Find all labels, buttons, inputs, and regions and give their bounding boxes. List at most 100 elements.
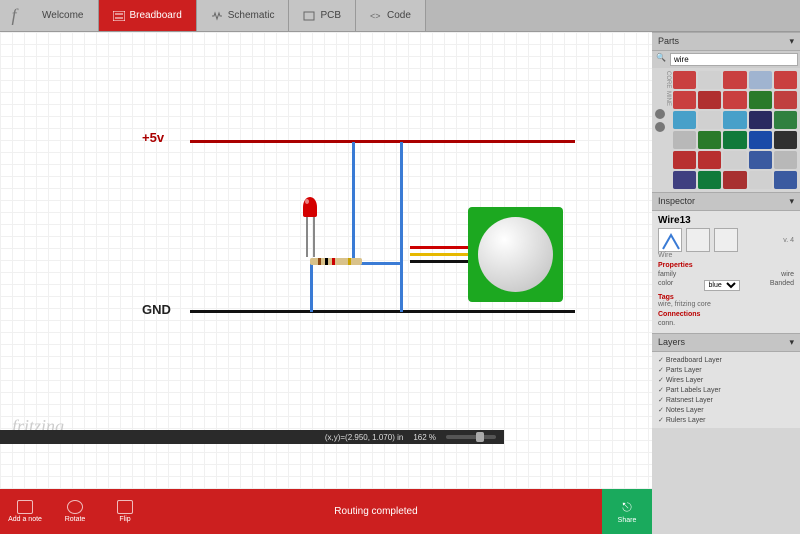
layer-item[interactable]: Notes Layer	[658, 405, 794, 415]
rotate-icon	[67, 500, 83, 514]
part-thumb[interactable]	[774, 171, 797, 189]
rail-label-5v: +5v	[142, 130, 164, 145]
breadboard-icon	[113, 11, 125, 21]
layer-item[interactable]: Rulers Layer	[658, 415, 794, 425]
pir-sensor[interactable]	[468, 207, 563, 302]
part-thumb[interactable]	[673, 151, 696, 169]
layer-item[interactable]: Parts Layer	[658, 365, 794, 375]
app-logo-icon: f	[0, 0, 28, 31]
rail-label-gnd: GND	[142, 302, 171, 317]
tab-schematic[interactable]: Schematic	[197, 0, 290, 31]
part-thumb[interactable]	[749, 91, 772, 109]
bottom-toolbar: Add a note Rotate Flip Routing completed…	[0, 489, 652, 534]
part-thumb[interactable]	[749, 71, 772, 89]
main-canvas-area: +5v GND fritzing (x,y)=(2.950, 1.070) in…	[0, 32, 652, 489]
tab-breadboard[interactable]: Breadboard	[99, 0, 197, 31]
add-note-button[interactable]: Add a note	[0, 489, 50, 534]
schematic-icon	[211, 11, 223, 21]
parts-panel-header[interactable]: Parts▾	[652, 32, 800, 51]
pir-wire-red[interactable]	[410, 246, 468, 249]
parts-search-input[interactable]	[670, 53, 798, 66]
inspector-part-name: Wire13	[658, 215, 794, 226]
part-thumb[interactable]	[698, 131, 721, 149]
tab-pcb[interactable]: PCB	[289, 0, 356, 31]
layers-panel: Breadboard LayerParts LayerWires LayerPa…	[652, 352, 800, 428]
part-thumb[interactable]	[698, 111, 721, 129]
led-leg-1	[306, 217, 308, 257]
layer-item[interactable]: Part Labels Layer	[658, 385, 794, 395]
part-thumb[interactable]	[673, 71, 696, 89]
part-thumb[interactable]	[723, 131, 746, 149]
inspector-preview-3	[714, 228, 738, 252]
part-thumb[interactable]	[774, 111, 797, 129]
part-thumb[interactable]	[673, 111, 696, 129]
part-thumb[interactable]	[749, 111, 772, 129]
part-thumb[interactable]	[698, 91, 721, 109]
part-thumb[interactable]	[673, 131, 696, 149]
share-button[interactable]: ⎋Share	[602, 489, 652, 534]
part-thumb[interactable]	[749, 131, 772, 149]
part-thumb[interactable]	[774, 131, 797, 149]
inspector-preview-2	[686, 228, 710, 252]
coords-readout: (x,y)=(2.950, 1.070) in	[325, 433, 403, 442]
led-component[interactable]	[303, 197, 317, 217]
panel-menu-icon[interactable]: ▾	[789, 196, 794, 207]
part-thumb[interactable]	[698, 151, 721, 169]
part-thumb[interactable]	[673, 91, 696, 109]
pcb-icon	[303, 11, 315, 21]
note-icon	[17, 500, 33, 514]
part-thumb[interactable]	[723, 91, 746, 109]
inspector-preview-icon	[658, 228, 682, 252]
status-bar: (x,y)=(2.950, 1.070) in 162 %	[0, 430, 504, 444]
layers-panel-header[interactable]: Layers▾	[652, 333, 800, 352]
wire-vertical-1[interactable]	[352, 142, 355, 264]
flip-icon	[117, 500, 133, 514]
panel-menu-icon[interactable]: ▾	[789, 337, 794, 348]
parts-items	[673, 71, 797, 189]
color-select[interactable]: blue	[704, 280, 740, 291]
pir-dome-icon	[478, 217, 553, 292]
tab-code[interactable]: <> Code	[356, 0, 426, 31]
search-icon: 🔍	[654, 53, 668, 66]
top-tabbar: f Welcome Breadboard Schematic PCB <> Co…	[0, 0, 800, 32]
part-thumb[interactable]	[698, 171, 721, 189]
part-thumb[interactable]	[749, 171, 772, 189]
layer-item[interactable]: Ratsnest Layer	[658, 395, 794, 405]
pir-wire-yellow[interactable]	[410, 253, 468, 256]
parts-categories[interactable]: CORE MINE	[655, 71, 671, 189]
zoom-readout[interactable]: 162 %	[413, 433, 436, 442]
tab-welcome[interactable]: Welcome	[28, 0, 99, 31]
share-icon: ⎋	[622, 500, 632, 515]
code-icon: <>	[370, 11, 382, 21]
zoom-slider-icon[interactable]	[446, 435, 496, 439]
layer-item[interactable]: Wires Layer	[658, 375, 794, 385]
parts-grid: CORE MINE	[652, 68, 800, 192]
rail-gnd[interactable]	[190, 310, 575, 313]
right-sidebar: Parts▾ 🔍 CORE MINE Inspector▾ Wire13 v. …	[652, 32, 800, 534]
routing-status: Routing completed	[150, 506, 602, 517]
panel-menu-icon[interactable]: ▾	[789, 36, 794, 47]
led-leg-2	[313, 217, 315, 257]
part-thumb[interactable]	[749, 151, 772, 169]
part-thumb[interactable]	[673, 171, 696, 189]
parts-search-row: 🔍	[652, 51, 800, 68]
part-thumb[interactable]	[774, 71, 797, 89]
part-thumb[interactable]	[723, 111, 746, 129]
resistor-component[interactable]	[310, 258, 362, 265]
breadboard-canvas[interactable]: +5v GND	[0, 32, 652, 489]
layer-item[interactable]: Breadboard Layer	[658, 355, 794, 365]
part-thumb[interactable]	[723, 171, 746, 189]
inspector-panel: Wire13 v. 4 Wire Properties familywire c…	[652, 211, 800, 333]
flip-button[interactable]: Flip	[100, 489, 150, 534]
inspector-panel-header[interactable]: Inspector▾	[652, 192, 800, 211]
part-thumb[interactable]	[723, 151, 746, 169]
part-thumb[interactable]	[774, 91, 797, 109]
pir-wire-black[interactable]	[410, 260, 468, 263]
rotate-button[interactable]: Rotate	[50, 489, 100, 534]
wire-vertical-2[interactable]	[400, 142, 403, 312]
rail-5v[interactable]	[190, 140, 575, 143]
wire-vertical-3[interactable]	[310, 262, 313, 312]
part-thumb[interactable]	[774, 151, 797, 169]
part-thumb[interactable]	[723, 71, 746, 89]
part-thumb[interactable]	[698, 71, 721, 89]
